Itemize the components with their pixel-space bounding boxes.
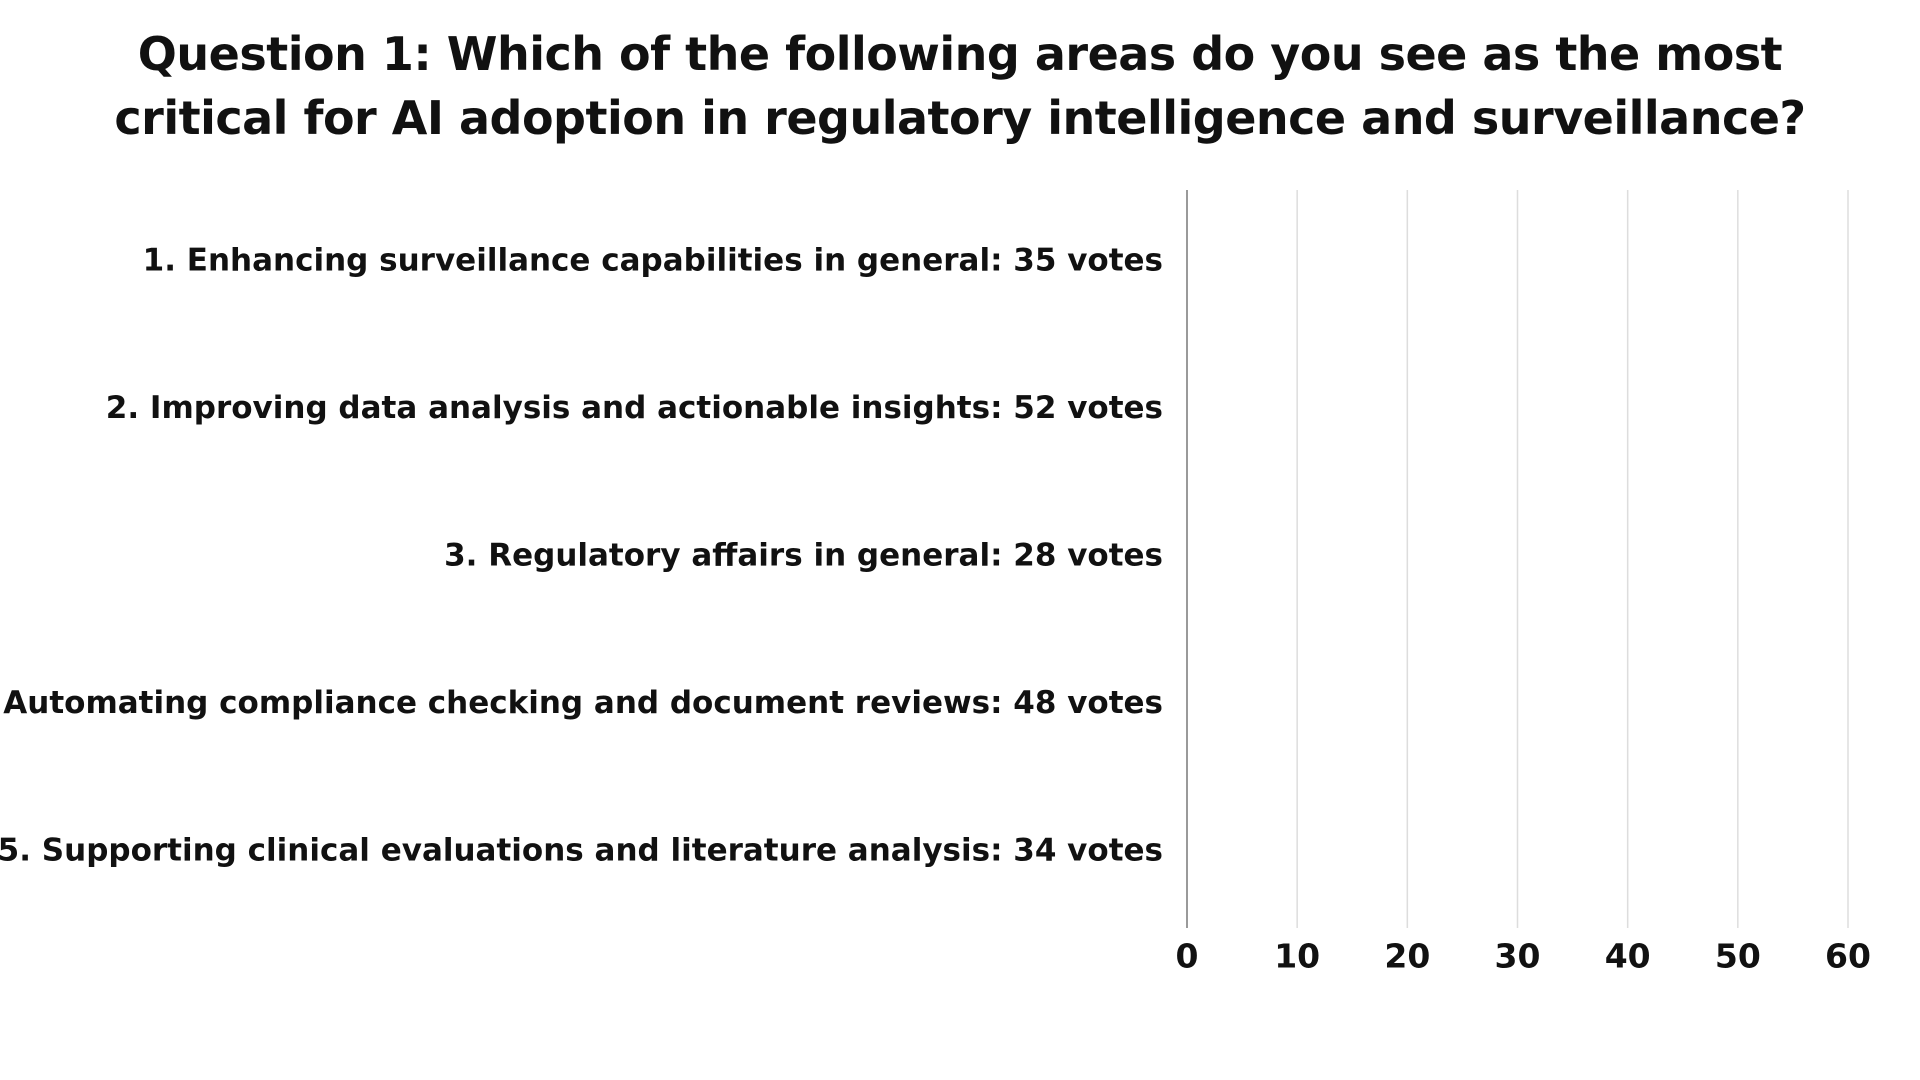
x-tick-labels: 0 10 20 30 40 50 60	[1176, 937, 1871, 976]
bar-2	[1187, 371, 1760, 452]
category-label-5: 5. Supporting clinical evaluations and l…	[0, 833, 1163, 869]
category-label-4: 4. Automating compliance checking and do…	[0, 685, 1163, 721]
category-label-1: 1. Enhancing surveillance capabilities i…	[143, 242, 1163, 278]
category-labels: 1. Enhancing surveillance capabilities i…	[0, 242, 1163, 868]
x-tick-label-0: 0	[1176, 937, 1199, 976]
x-tick-label-30: 30	[1495, 937, 1541, 976]
bar-1	[1187, 223, 1573, 304]
x-tick-label-60: 60	[1825, 937, 1871, 976]
bars	[1187, 223, 1760, 895]
chart-title: Question 1: Which of the following areas…	[114, 27, 1806, 145]
bar-5	[1187, 814, 1562, 895]
x-tick-label-20: 20	[1384, 937, 1430, 976]
grid-lines	[1296, 190, 1849, 928]
category-label-3: 3. Regulatory affairs in general: 28 vot…	[444, 538, 1163, 574]
bar-3	[1187, 518, 1495, 599]
x-tick-label-10: 10	[1274, 937, 1320, 976]
x-tick-label-50: 50	[1715, 937, 1761, 976]
x-tick-label-40: 40	[1605, 937, 1651, 976]
category-label-2: 2. Improving data analysis and actionabl…	[106, 390, 1163, 426]
bar-4	[1187, 666, 1716, 747]
